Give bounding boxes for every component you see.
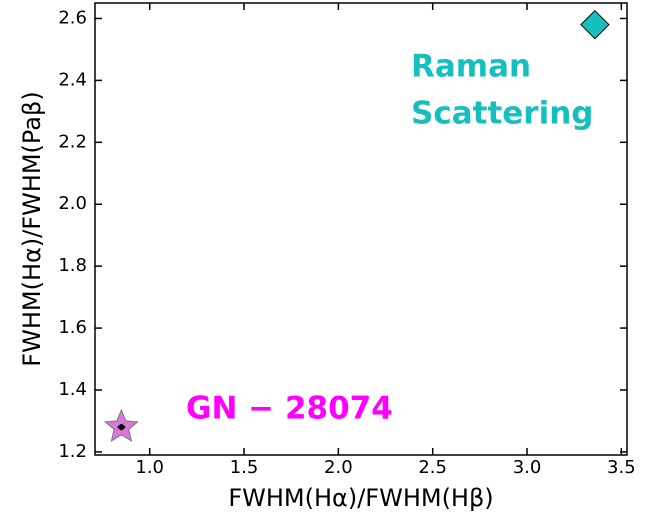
x-axis-label: FWHM(Hα)/FWHM(Hβ)	[228, 484, 493, 512]
x-tick-label: 2.0	[324, 457, 353, 478]
x-tick-label: 1.5	[230, 457, 259, 478]
y-tick-label: 1.2	[58, 441, 87, 462]
x-tick-label: 3.0	[513, 457, 542, 478]
annotation: GN − 28074	[186, 391, 393, 427]
y-axis-label: FWHM(Hα)/FWHM(Paβ)	[18, 91, 46, 366]
y-tick-label: 2.6	[58, 7, 87, 28]
annotation: Scattering	[411, 96, 593, 132]
point	[580, 9, 610, 40]
point-center	[118, 424, 125, 431]
y-tick-label: 2.2	[58, 131, 87, 152]
plot-frame	[94, 2, 628, 456]
x-tick-label: 3.5	[607, 457, 636, 478]
y-tick-label: 1.4	[58, 379, 87, 400]
y-tick-label: 2.4	[58, 69, 87, 90]
annotation: Raman	[411, 49, 531, 85]
x-tick-label: 1.0	[135, 457, 164, 478]
y-tick-label: 1.8	[58, 255, 87, 276]
y-tick-label: 2.0	[58, 193, 87, 214]
x-tick-label: 2.5	[418, 457, 447, 478]
y-tick-label: 1.6	[58, 317, 87, 338]
